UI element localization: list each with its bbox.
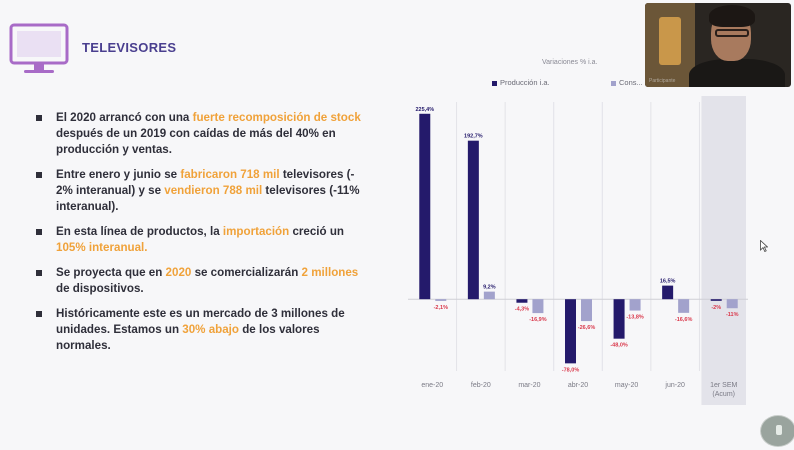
- bar-consumption: [726, 299, 738, 309]
- webcam-background-object: [659, 17, 681, 65]
- slide-nav-button[interactable]: [760, 415, 794, 447]
- bullet-text: televisores (- 2% interanual) y se: [56, 168, 355, 197]
- bar-consumption: [581, 299, 592, 322]
- data-label: 9,2%: [483, 285, 496, 291]
- bar-production: [565, 299, 576, 364]
- mouse-cursor-icon: [760, 240, 768, 252]
- legend-label-production: Producción i.a.: [500, 78, 550, 87]
- bullet-text: Se proyecta que en: [56, 266, 166, 279]
- data-label: -16,9%: [529, 317, 547, 323]
- bar-production: [662, 285, 674, 300]
- bullet-item: En esta línea de productos, la importaci…: [30, 224, 370, 256]
- data-label: -2%: [711, 305, 721, 311]
- bullet-list: El 2020 arrancó con una fuerte recomposi…: [30, 110, 370, 363]
- slide-title: TELEVISORES: [82, 40, 177, 55]
- bar-chart: 225,4%-2,1%ene-20192,7%9,2%feb-20-4,3%-1…: [408, 96, 748, 405]
- legend-item-consumption: Cons...: [611, 78, 643, 87]
- data-label: -16,6%: [675, 317, 693, 323]
- x-tick-label: may-20: [615, 382, 638, 389]
- bullet-item: El 2020 arrancó con una fuerte recomposi…: [30, 110, 370, 158]
- highlight-text: importación: [222, 225, 290, 238]
- bar-production: [419, 113, 431, 300]
- highlight-text: fuerte recomposición de stock: [192, 111, 361, 124]
- bar-production: [467, 140, 479, 300]
- bar-consumption: [435, 299, 447, 301]
- television-icon: [9, 23, 69, 73]
- bar-production: [613, 299, 625, 339]
- highlight-text: fabricaron 718 mil: [180, 168, 280, 181]
- bar-consumption: [678, 299, 690, 313]
- x-tick-sublabel: (Acum): [712, 391, 735, 398]
- data-label: 192,7%: [464, 134, 483, 140]
- webcam-person-body: [689, 59, 785, 87]
- webcam-participant-label: Participante: [649, 78, 676, 84]
- bullet-text: creció un: [289, 225, 344, 238]
- data-label: -78,0%: [562, 367, 580, 373]
- highlight-text: 30% abajo: [182, 323, 239, 336]
- data-label: -13,8%: [626, 315, 644, 321]
- webcam-person-glasses: [715, 29, 749, 37]
- legend-swatch-consumption: [611, 80, 616, 86]
- data-label: -2,1%: [434, 305, 448, 311]
- x-tick-label: ene-20: [421, 382, 443, 389]
- webcam-person-hair: [709, 5, 755, 27]
- x-tick-label: feb-20: [471, 382, 491, 389]
- bar-consumption: [629, 299, 641, 311]
- bullet-text: Históricamente este es un mercado de 3 m…: [56, 307, 345, 336]
- legend-label-consumption: Cons...: [619, 78, 643, 87]
- bullet-text: de dispositivos.: [56, 282, 144, 295]
- bullet-text: televisores (-11% interanual).: [56, 184, 360, 213]
- chart-title: Variaciones % i.a.: [542, 59, 598, 66]
- legend-swatch-production: [492, 80, 497, 86]
- x-tick-label: abr-20: [568, 382, 588, 389]
- highlight-text: 105% interanual.: [56, 241, 148, 254]
- highlight-text: vendieron 788 mil: [164, 184, 263, 197]
- bullet-text: de los valores normales.: [56, 323, 320, 352]
- bullet-text: después de un 2019 con caídas de más del…: [56, 127, 336, 156]
- bullet-text: El 2020 arrancó con una: [56, 111, 193, 124]
- highlight-column: [701, 96, 746, 405]
- bullet-text: Entre enero y junio se: [56, 168, 181, 181]
- x-tick-label: 1er SEM: [710, 382, 737, 389]
- data-label: 225,4%: [415, 107, 434, 113]
- data-label: 16,5%: [660, 279, 676, 285]
- data-label: -11%: [726, 312, 739, 318]
- webcam-video: Participante: [645, 3, 791, 87]
- bullet-text: En esta línea de productos, la: [56, 225, 223, 238]
- highlight-text: 2 millones: [301, 266, 359, 279]
- bar-production: [710, 299, 722, 301]
- bar-consumption: [532, 299, 544, 314]
- bar-production: [516, 299, 528, 303]
- legend-item-production: Producción i.a.: [492, 78, 550, 87]
- x-tick-label: jun-20: [664, 382, 685, 389]
- highlight-text: 2020: [165, 266, 192, 279]
- bullet-item: Entre enero y junio se fabricaron 718 mi…: [30, 167, 370, 215]
- bar-consumption: [483, 291, 495, 300]
- data-label: -4,3%: [515, 307, 529, 313]
- bullet-item: Históricamente este es un mercado de 3 m…: [30, 306, 370, 354]
- bullet-text: se comercializarán: [191, 266, 302, 279]
- data-label: -48,0%: [610, 343, 628, 349]
- bullet-item: Se proyecta que en 2020 se comercializar…: [30, 265, 370, 297]
- x-tick-label: mar-20: [518, 382, 540, 389]
- slide-nav-icon: [776, 425, 782, 435]
- data-label: -26,6%: [578, 325, 596, 331]
